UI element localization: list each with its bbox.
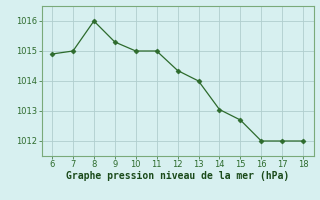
- X-axis label: Graphe pression niveau de la mer (hPa): Graphe pression niveau de la mer (hPa): [66, 171, 289, 181]
